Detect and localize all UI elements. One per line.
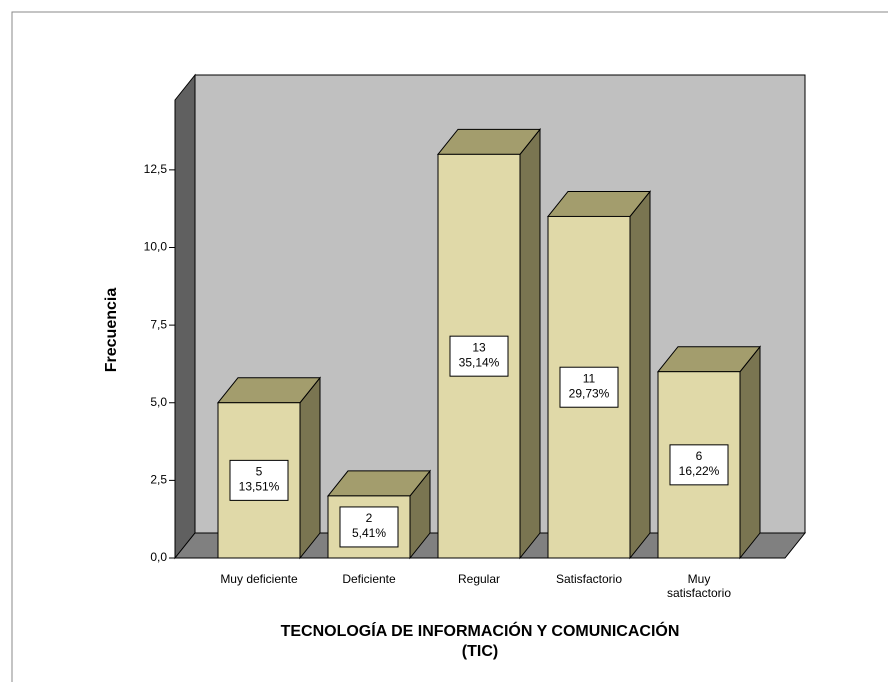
percent-label: 16,22% (679, 464, 720, 478)
percent-label: 35,14% (459, 355, 500, 369)
percent-label: 29,73% (569, 386, 610, 400)
x-tick-label: Muy deficiente (220, 572, 298, 586)
value-label: 11 (583, 371, 596, 385)
x-axis-label: (TIC) (462, 643, 498, 660)
y-tick-label: 0,0 (150, 550, 167, 564)
side-wall (174, 73, 196, 560)
percent-label: 5,41% (352, 526, 386, 540)
x-axis-label: TECNOLOGÍA DE INFORMACIÓN Y COMUNICACIÓN (281, 621, 680, 640)
y-tick-label: 12,5 (144, 162, 168, 176)
bar-side (739, 345, 761, 560)
label-box (449, 335, 509, 377)
label-box (229, 459, 289, 501)
percent-label: 13,51% (239, 480, 280, 494)
y-tick-label: 7,5 (150, 317, 167, 331)
label-box (669, 444, 729, 486)
y-tick-label: 5,0 (150, 395, 167, 409)
y-tick-label: 2,5 (150, 473, 167, 487)
value-label: 5 (256, 465, 263, 479)
x-tick-label: Satisfactorio (555, 572, 623, 586)
x-tick-label: Muy satisfactorio (666, 572, 732, 600)
bar-side (629, 190, 651, 560)
label-box (559, 366, 619, 408)
bar-side (299, 376, 321, 560)
x-tick-label: Regular (457, 572, 501, 586)
label-box (339, 506, 399, 548)
x-tick-label: Deficiente (342, 572, 396, 586)
value-label: 6 (696, 449, 703, 463)
bar-side (519, 127, 541, 560)
y-tick-label: 10,0 (144, 240, 168, 254)
value-label: 13 (472, 340, 486, 354)
value-label: 2 (366, 511, 373, 525)
y-axis-label: Frecuencia (103, 288, 120, 373)
